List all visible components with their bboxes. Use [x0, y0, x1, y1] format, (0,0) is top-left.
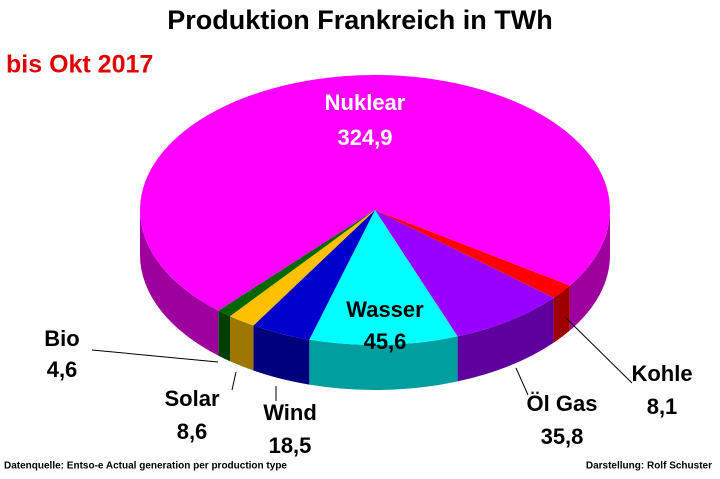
pie-side: [253, 325, 310, 385]
pie-slice: [375, 210, 554, 337]
pie-slice: [309, 210, 458, 345]
pie-tops: [139, 74, 611, 345]
pie-slice: [218, 210, 375, 317]
value-label: 324,9: [337, 125, 392, 150]
leader-line: [565, 317, 633, 384]
slice-label: Solar: [164, 386, 219, 411]
pie-side: [553, 285, 570, 343]
credit-note: Darstellung: Rolf Schuster: [586, 461, 712, 472]
pie-side: [309, 336, 458, 390]
pie-side: [569, 210, 610, 331]
source-note: Datenquelle: Entso-e Actual generation p…: [4, 461, 287, 472]
value-label: 4,6: [47, 357, 78, 382]
pie-sides: [140, 210, 610, 390]
pie-side: [457, 297, 554, 382]
leader-line: [231, 371, 237, 391]
leader-line: [91, 349, 219, 363]
labels: Kohle 8,1 Öl Gas 35,8 Wasser 45,6 Wind 18,5 Sola…: [44, 90, 692, 458]
pie-slice: [375, 210, 570, 298]
slice-label: Nuklear: [325, 90, 406, 115]
slice-label: Kohle: [631, 361, 692, 386]
chart-subtitle: bis Okt 2017: [6, 51, 153, 79]
value-label: 45,6: [364, 329, 407, 354]
pie-side: [230, 316, 254, 371]
slice-label: Wasser: [346, 297, 424, 322]
slice-label: Wind: [263, 400, 317, 425]
value-label: 8,6: [177, 419, 208, 444]
pie-side: [140, 210, 219, 356]
chart-title: Produktion Frankreich in TWh: [167, 5, 553, 35]
value-label: 35,8: [541, 424, 584, 449]
slice-label: Bio: [44, 326, 79, 351]
pie-side: [218, 310, 231, 362]
pie-slice: [253, 210, 375, 340]
value-label: 8,1: [647, 394, 678, 419]
leader-line: [515, 367, 529, 396]
value-label: 18,5: [269, 433, 312, 458]
pie-slice: [230, 210, 375, 326]
slice-label: Öl Gas: [527, 391, 598, 416]
pie-slice: [139, 74, 611, 311]
